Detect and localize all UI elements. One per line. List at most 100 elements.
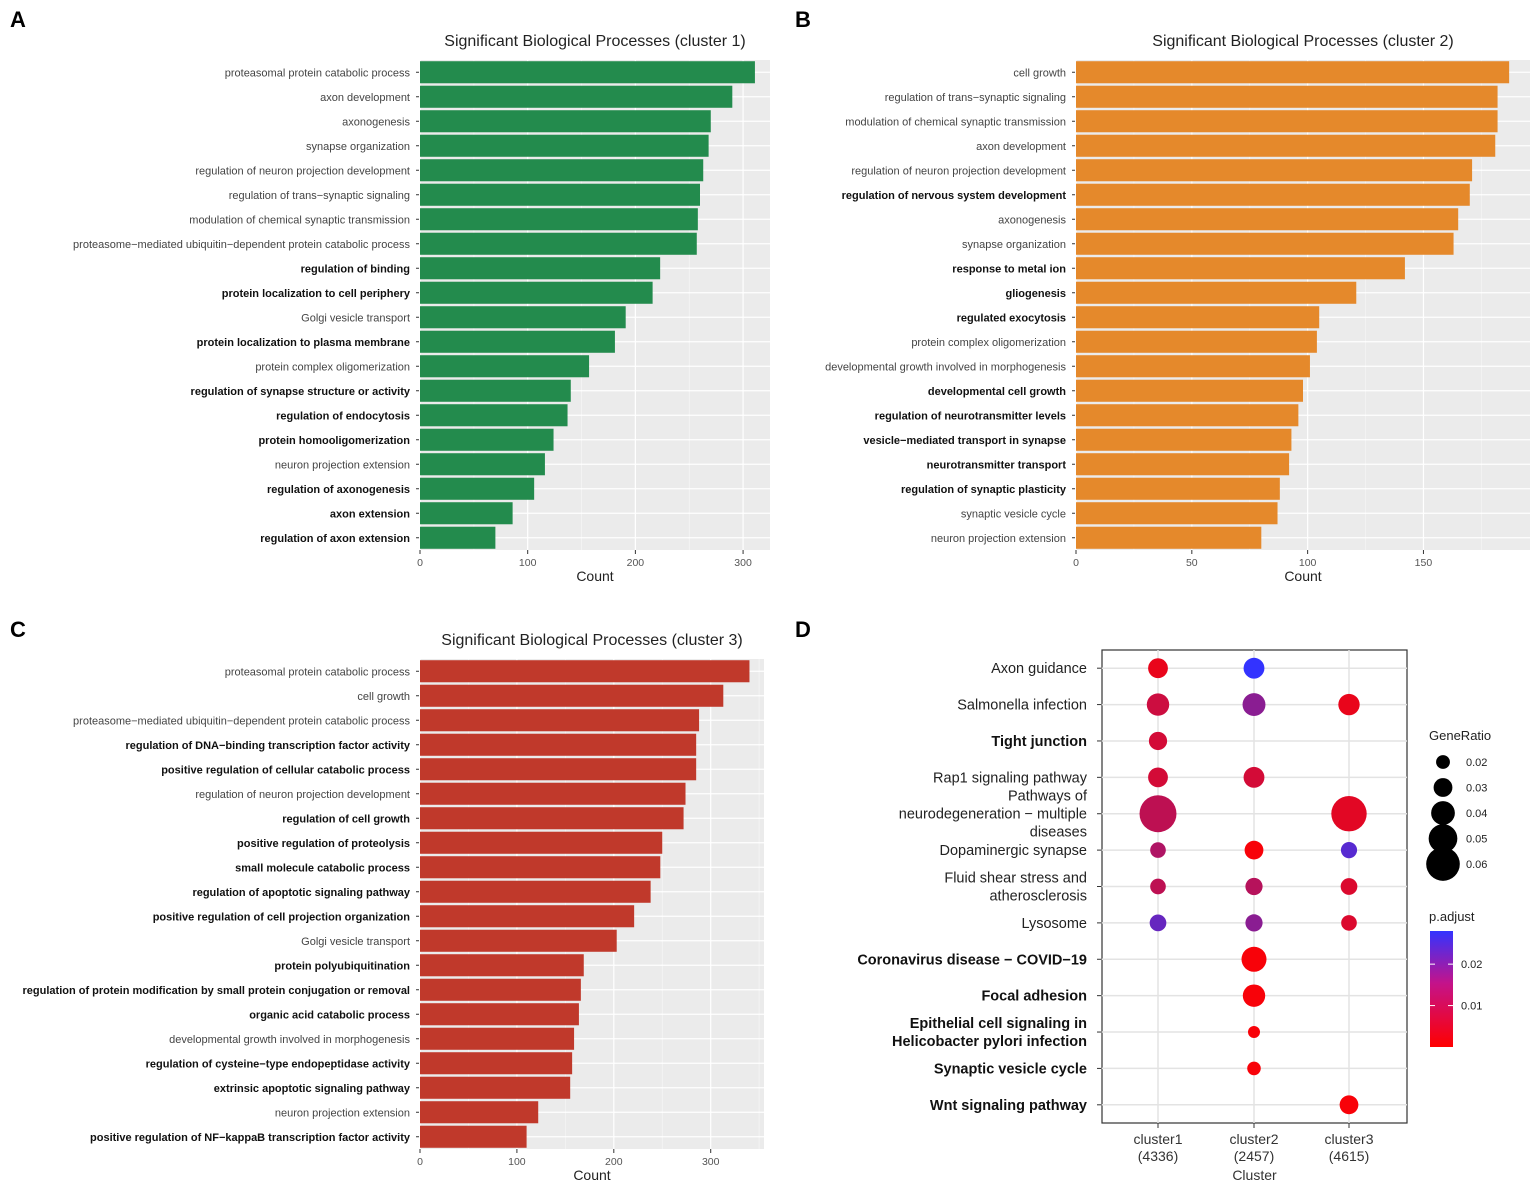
bar-9 bbox=[1076, 257, 1405, 280]
chart-title: Significant Biological Processes (cluste… bbox=[1152, 33, 1453, 50]
category-label: neuron projection extension bbox=[931, 533, 1066, 545]
legend-title-padjust: p.adjust bbox=[1429, 909, 1475, 924]
bar-20 bbox=[420, 1125, 527, 1148]
bar-2 bbox=[420, 684, 724, 707]
bar-14 bbox=[420, 379, 571, 402]
chart-title: Significant Biological Processes (cluste… bbox=[444, 33, 745, 50]
bar-2 bbox=[1076, 85, 1498, 108]
category-label: proteasome−mediated ubiquitin−dependent … bbox=[73, 715, 410, 727]
category-label: synapse organization bbox=[962, 239, 1066, 251]
category-label: modulation of chemical synaptic transmis… bbox=[189, 214, 410, 226]
x-tick-label: 50 bbox=[1186, 557, 1198, 569]
bar-13 bbox=[420, 954, 584, 977]
category-label: regulation of neurotransmitter levels bbox=[875, 410, 1066, 422]
category-label: small molecule catabolic process bbox=[235, 862, 410, 874]
bar-4 bbox=[420, 134, 709, 157]
category-label: developmental growth involved in morphog… bbox=[825, 361, 1066, 373]
bar-16 bbox=[1076, 428, 1292, 451]
bar-14 bbox=[420, 978, 581, 1001]
category-label: organic acid catabolic process bbox=[249, 1009, 410, 1021]
bar-2 bbox=[420, 85, 733, 108]
bar-10 bbox=[420, 281, 653, 304]
bar-17 bbox=[1076, 453, 1290, 476]
term-label: Fluid shear stress and atherosclerosis bbox=[944, 871, 1087, 905]
category-label: neurotransmitter transport bbox=[927, 459, 1067, 471]
category-label: regulation of synapse structure or activ… bbox=[191, 386, 411, 398]
dot-term6-cluster1 bbox=[1150, 878, 1166, 895]
category-label: positive regulation of cellular cataboli… bbox=[161, 764, 410, 776]
bar-chart-cluster2: cell growth regulation of trans−synaptic … bbox=[825, 33, 1530, 584]
term-label: Axon guidance bbox=[991, 661, 1087, 677]
category-label: regulation of cell growth bbox=[282, 813, 410, 825]
x-tick-label: 0 bbox=[417, 1156, 423, 1168]
category-label: regulation of apoptotic signaling pathwa… bbox=[192, 887, 410, 899]
bar-7 bbox=[420, 208, 698, 231]
x-tick-label: 200 bbox=[605, 1156, 623, 1168]
category-label: axon development bbox=[320, 92, 410, 104]
dot-term8-cluster2 bbox=[1241, 946, 1267, 972]
category-label: protein polyubiquitination bbox=[274, 960, 410, 972]
term-label: Rap1 signaling pathway bbox=[933, 770, 1088, 786]
category-label: developmental growth involved in morphog… bbox=[169, 1034, 410, 1046]
bar-19 bbox=[1076, 502, 1278, 525]
category-label: positive regulation of proteolysis bbox=[237, 838, 410, 850]
x-tick-label: 100 bbox=[519, 557, 537, 569]
cluster-label: cluster2 (2457) bbox=[1229, 1131, 1278, 1164]
category-label: regulation of synaptic plasticity bbox=[901, 484, 1067, 496]
category-label: neuron projection extension bbox=[275, 459, 410, 471]
bar-1 bbox=[420, 660, 750, 683]
legend-size-dot bbox=[1436, 755, 1450, 769]
category-label: developmental cell growth bbox=[928, 386, 1066, 398]
bar-15 bbox=[420, 1003, 579, 1026]
category-label: proteasomal protein catabolic process bbox=[225, 67, 411, 79]
bar-chart-cluster3: proteasomal protein catabolic process cel… bbox=[23, 632, 764, 1183]
bar-20 bbox=[420, 526, 496, 549]
bar-18 bbox=[420, 1076, 571, 1099]
term-label: Salmonella infection bbox=[957, 698, 1087, 714]
colorbar-tick-label: 0.02 bbox=[1461, 959, 1482, 971]
category-label: regulation of binding bbox=[301, 263, 410, 275]
bar-11 bbox=[1076, 306, 1320, 329]
bar-8 bbox=[420, 232, 697, 255]
bar-9 bbox=[420, 856, 661, 879]
bar-13 bbox=[1076, 355, 1310, 378]
dot-term6-cluster3 bbox=[1340, 878, 1358, 895]
term-label: Epithelial cell signaling in Helicobacter… bbox=[892, 1016, 1087, 1050]
term-label: Synaptic vesicle cycle bbox=[934, 1061, 1087, 1077]
bar-chart-cluster1: proteasomal protein catabolic process axo… bbox=[73, 33, 770, 584]
plot-background bbox=[1076, 60, 1530, 550]
x-tick-label: 0 bbox=[417, 557, 423, 569]
category-label: protein complex oligomerization bbox=[911, 337, 1066, 349]
category-label: regulation of trans−synaptic signaling bbox=[229, 190, 410, 202]
dot-term2-cluster1 bbox=[1148, 731, 1168, 751]
panel-label-b: B bbox=[795, 7, 811, 32]
category-label: axon development bbox=[976, 141, 1066, 153]
dot-term3-cluster1 bbox=[1148, 767, 1168, 788]
bar-11 bbox=[420, 905, 635, 928]
term-label: Dopaminergic synapse bbox=[940, 843, 1088, 859]
category-label: regulation of axon extension bbox=[260, 533, 410, 545]
cluster-label: cluster1 (4336) bbox=[1133, 1131, 1182, 1164]
category-label: protein localization to plasma membrane bbox=[197, 337, 410, 349]
bar-18 bbox=[420, 477, 535, 500]
bar-10 bbox=[420, 880, 651, 903]
plot-background bbox=[420, 659, 764, 1149]
category-label: regulation of trans−synaptic signaling bbox=[885, 92, 1066, 104]
category-label: regulation of axonogenesis bbox=[267, 484, 410, 496]
colorbar-tick-label: 0.01 bbox=[1461, 1001, 1482, 1013]
bar-3 bbox=[420, 709, 700, 732]
bar-5 bbox=[420, 758, 697, 781]
bar-3 bbox=[420, 110, 711, 133]
x-tick-label: 100 bbox=[1299, 557, 1317, 569]
x-tick-label: 0 bbox=[1073, 557, 1079, 569]
category-label: neuron projection extension bbox=[275, 1107, 410, 1119]
category-label: regulation of endocytosis bbox=[276, 410, 410, 422]
bar-5 bbox=[1076, 159, 1473, 182]
legend-size-label: 0.06 bbox=[1466, 859, 1487, 871]
category-label: axonogenesis bbox=[998, 214, 1066, 226]
dot-term10-cluster2 bbox=[1248, 1026, 1260, 1039]
dot-term1-cluster3 bbox=[1338, 693, 1360, 716]
bar-4 bbox=[1076, 134, 1496, 157]
category-label: axonogenesis bbox=[342, 116, 410, 128]
